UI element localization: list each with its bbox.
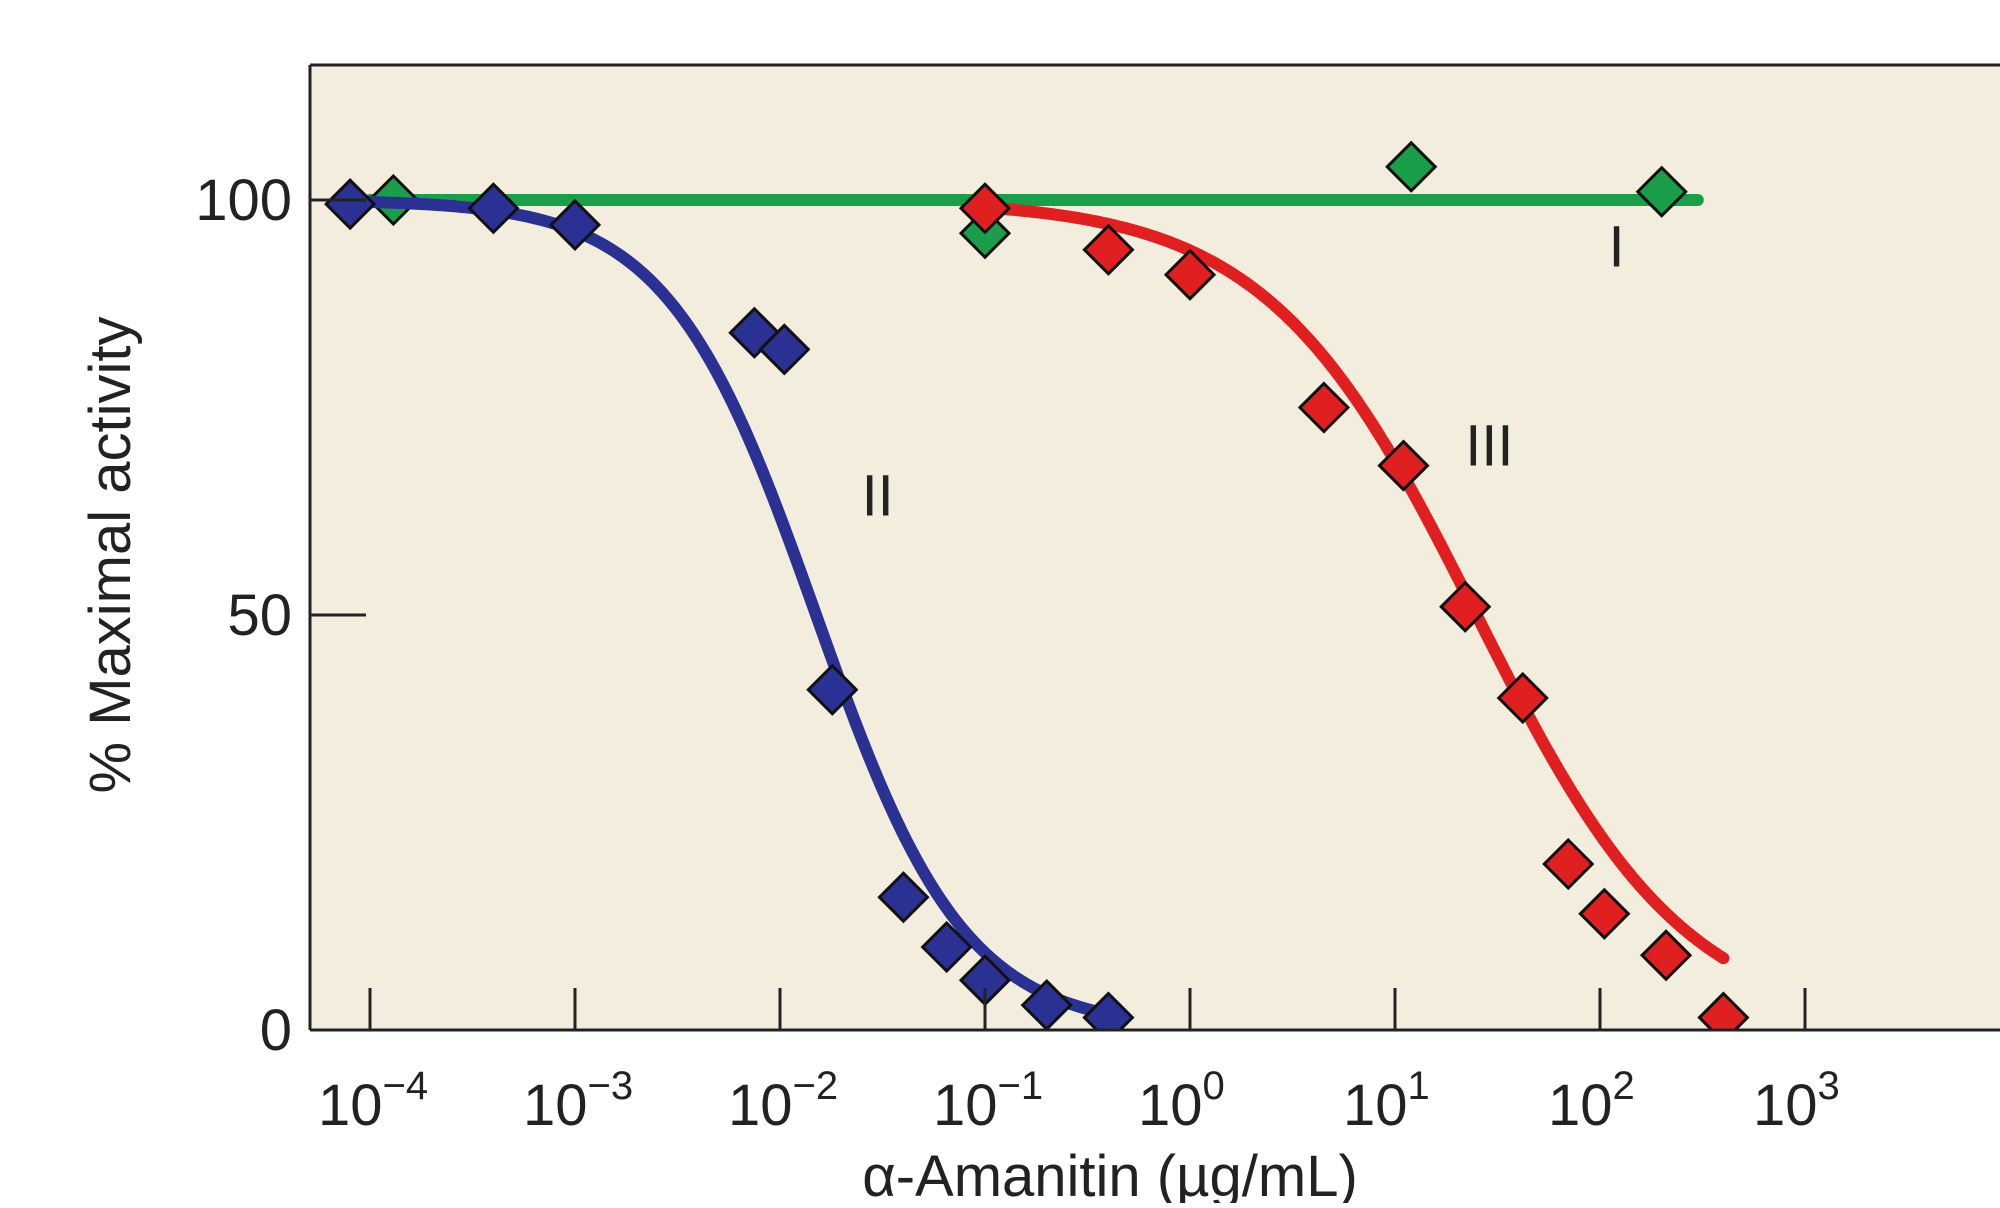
series-i-point (1385, 140, 1438, 193)
series-iii-point (1578, 887, 1631, 940)
x-tick-base: 10 (1343, 1073, 1408, 1138)
series-ii-point (1082, 991, 1135, 1030)
series-label: I (1608, 214, 1624, 279)
series-iii-point (1639, 929, 1693, 982)
series-iii-point (1297, 381, 1351, 434)
x-tick-label: 10−3 (523, 1064, 633, 1138)
series-iii-group (958, 182, 1750, 1030)
series-iii-point (1082, 223, 1135, 276)
x-tick-label: 10−1 (933, 1064, 1043, 1138)
series-iii-point (1496, 671, 1549, 725)
x-tick-exponent: 3 (1818, 1064, 1840, 1108)
x-tick-base: 10 (1138, 1073, 1203, 1138)
series-layer (324, 140, 1750, 1030)
series-ii-point (758, 323, 811, 376)
x-tick-exponent: 1 (1408, 1064, 1430, 1108)
series-ii-point (806, 663, 859, 716)
x-tick-base: 10 (1753, 1073, 1818, 1138)
series-iii-line (979, 201, 1730, 965)
series-ii-point (877, 871, 930, 924)
plot-background (310, 65, 2000, 1030)
series-iii-point (958, 182, 1012, 235)
x-axis-label: α-Amanitin (µg/mL) (862, 1144, 1358, 1203)
x-tick-exponent: 0 (1203, 1064, 1225, 1108)
x-tick-exponent: −4 (383, 1064, 429, 1108)
y-tick-label: 100 (195, 168, 292, 233)
series-ii-point (324, 178, 377, 231)
x-tick-exponent: −1 (998, 1064, 1044, 1108)
x-tick-base: 10 (728, 1073, 793, 1138)
series-ii-point (548, 198, 602, 252)
x-tick-exponent: −3 (588, 1064, 634, 1108)
x-tick-label: 10−2 (728, 1064, 838, 1138)
series-label: III (1465, 414, 1513, 479)
series-iii-point (1377, 439, 1430, 492)
y-tick-label: 0 (260, 998, 292, 1063)
series-iii-point (1163, 248, 1217, 301)
x-tick-label: 103 (1753, 1064, 1840, 1138)
x-tick-base: 10 (523, 1073, 588, 1138)
x-tick-label: 100 (1138, 1064, 1225, 1138)
series-iii-point (1542, 837, 1595, 891)
x-tick-base: 10 (1548, 1073, 1613, 1138)
x-tick-base: 10 (318, 1073, 383, 1138)
series-ii-point (467, 182, 520, 235)
x-tick-base: 10 (933, 1073, 998, 1138)
series-label: II (862, 463, 894, 528)
series-ii-point (920, 920, 973, 974)
x-tick-label: 101 (1343, 1064, 1430, 1138)
x-tick-exponent: −2 (793, 1064, 839, 1108)
series-i-point (1635, 165, 1688, 218)
series-iii-point (1439, 580, 1492, 633)
labels-layer: α-Amanitin (µg/mL)% Maximal activityIIII… (78, 214, 1625, 1208)
x-tick-label: 10−4 (318, 1064, 428, 1138)
x-tick-label: 102 (1548, 1064, 1635, 1138)
y-tick-label: 50 (227, 583, 292, 648)
series-iii-point (1697, 991, 1750, 1030)
y-axis-label: % Maximal activity (78, 317, 143, 794)
series-ii-group (324, 178, 1135, 1030)
x-tick-exponent: 2 (1613, 1064, 1635, 1108)
